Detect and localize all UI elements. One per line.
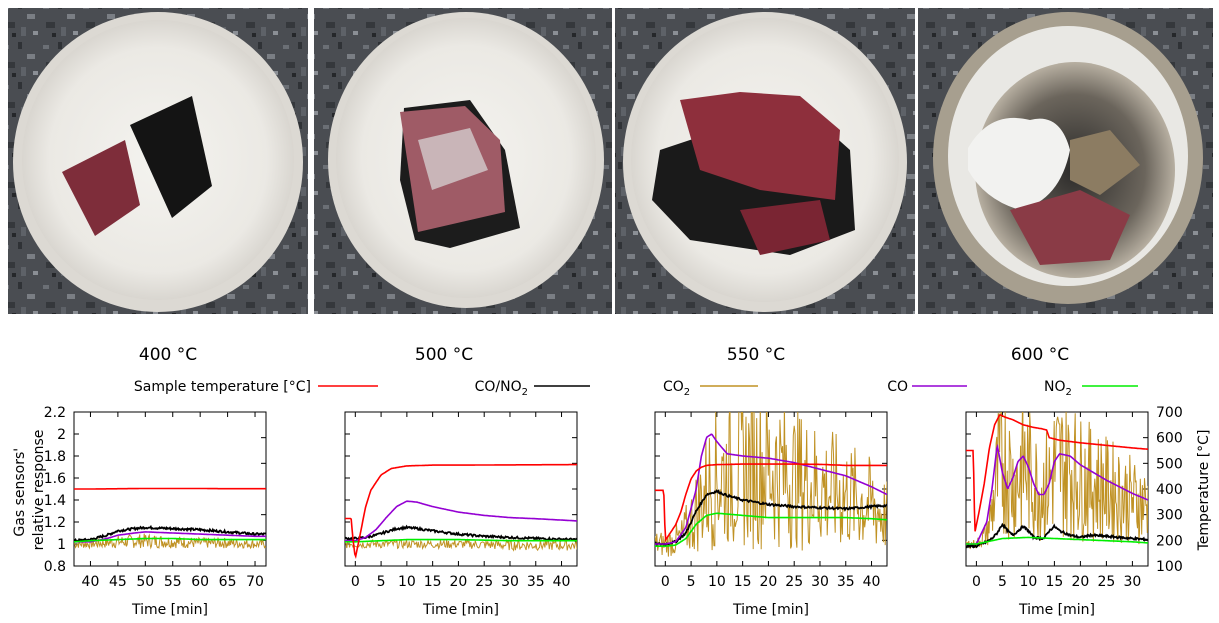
y-tick-label: 0.8 <box>44 559 66 575</box>
x-axis-label: Time [min] <box>732 602 809 618</box>
y-tick-label: 1.6 <box>44 471 66 487</box>
x-tick-label: 40 <box>863 574 881 590</box>
series-co-no2 <box>966 522 1148 549</box>
series-co-no2 <box>74 524 266 543</box>
legend: Sample temperature [°C] CO/NO2 CO2 CO NO… <box>134 379 1138 398</box>
series-group <box>966 412 1148 550</box>
series-no2 <box>655 512 887 547</box>
x-tick-label: 65 <box>219 574 237 590</box>
crucible-photos <box>8 8 1213 314</box>
x-tick-label: 0 <box>661 574 670 590</box>
plot-frame <box>344 411 578 567</box>
x-tick-label: 0 <box>351 574 360 590</box>
series-sample-temperature-c <box>966 413 1148 532</box>
photo-400 <box>8 8 308 314</box>
legend-label-co-no2: CO/NO2 <box>475 379 528 398</box>
y2-tick-label: 100 <box>1156 559 1183 575</box>
photo-500 <box>314 8 612 314</box>
photo-600 <box>918 8 1213 314</box>
chart-panel-0: 40 45 50 55 60 65 70 Time [min] 0.8 1 1.2 1.4 1.6 1.8… <box>44 405 267 618</box>
x-tick-label: 15 <box>1045 574 1063 590</box>
legend-label-temperature: Sample temperature [°C] <box>134 379 311 395</box>
series-sample-temperature-c <box>345 463 577 560</box>
x-axis-label: Time [min] <box>131 602 208 618</box>
series-co2 <box>966 412 1148 550</box>
series-co <box>345 500 577 542</box>
series-no2 <box>74 537 266 543</box>
x-tick-label: 20 <box>760 574 778 590</box>
x-tick-label: 15 <box>734 574 752 590</box>
series-co <box>74 531 266 543</box>
chart-panel-1: 0 5 10 15 20 25 30 35 40 Time [min] <box>344 411 578 618</box>
y-axis-label: Gas sensors' relative response <box>12 430 47 551</box>
x-tick-label: 5 <box>687 574 696 590</box>
x-tick-label: 25 <box>1097 574 1115 590</box>
x-tick-label: 35 <box>837 574 855 590</box>
series-group <box>345 463 577 560</box>
panel-title-500: 500 °C <box>415 345 473 365</box>
series-co-no2 <box>345 524 577 543</box>
x-tick-label: 30 <box>501 574 519 590</box>
photo-550 <box>615 8 915 314</box>
y-tick-label: 2.2 <box>44 405 66 421</box>
series-co2 <box>345 537 577 552</box>
y-tick-label: 1.8 <box>44 449 66 465</box>
y2-tick-label: 200 <box>1156 533 1183 549</box>
x-tick-label: 5 <box>998 574 1007 590</box>
chart-panel-3: 0 5 10 15 20 25 30 Time [min] 100 200 300 400 500 600… <box>965 405 1183 618</box>
x-tick-label: 30 <box>811 574 829 590</box>
panel-title-600: 600 °C <box>1011 345 1069 365</box>
series-co2 <box>655 412 887 557</box>
series-co <box>655 433 887 545</box>
y2-tick-label: 600 <box>1156 431 1183 447</box>
x-tick-label: 10 <box>398 574 416 590</box>
chart-panel-2: 0 5 10 15 20 25 30 35 40 Time [min] <box>654 411 888 618</box>
series-no2 <box>345 538 577 543</box>
y2-tick-label: 500 <box>1156 456 1183 472</box>
series-sample-temperature-c <box>74 487 266 490</box>
x-tick-label: 20 <box>450 574 468 590</box>
x-tick-label: 45 <box>109 574 127 590</box>
x-axis-label: Time [min] <box>1018 602 1095 618</box>
y-tick-label: 1.4 <box>44 493 66 509</box>
panel-title-550: 550 °C <box>727 345 785 365</box>
x-tick-label: 35 <box>527 574 545 590</box>
y2-tick-label: 300 <box>1156 508 1183 524</box>
y-tick-label: 1 <box>57 537 66 553</box>
x-tick-label: 15 <box>424 574 442 590</box>
plot-frame <box>965 411 1149 567</box>
legend-label-no2: NO2 <box>1044 379 1072 398</box>
series-group <box>655 412 887 557</box>
x-tick-label: 40 <box>553 574 571 590</box>
x-tick-label: 5 <box>377 574 386 590</box>
y2-tick-label: 700 <box>1156 405 1183 421</box>
series-co-no2 <box>655 489 887 547</box>
panel-title-400: 400 °C <box>139 345 197 365</box>
y-tick-label: 1.2 <box>44 515 66 531</box>
x-tick-label: 20 <box>1071 574 1089 590</box>
series-co <box>966 443 1148 545</box>
series-sample-temperature-c <box>655 463 887 543</box>
x-axis-label: Time [min] <box>422 602 499 618</box>
series-no2 <box>966 536 1148 545</box>
x-tick-label: 55 <box>164 574 182 590</box>
x-tick-label: 50 <box>136 574 154 590</box>
sensor-chart-figure: 400 °C 500 °C 550 °C 600 °C Sample tempe… <box>12 345 1212 618</box>
x-tick-label: 70 <box>246 574 264 590</box>
legend-label-co: CO <box>887 379 908 395</box>
x-tick-label: 40 <box>82 574 100 590</box>
x-tick-label: 0 <box>972 574 981 590</box>
series-group <box>74 487 266 550</box>
x-tick-label: 60 <box>191 574 209 590</box>
y-tick-label: 2 <box>57 427 66 443</box>
y2-tick-label: 400 <box>1156 482 1183 498</box>
x-tick-label: 10 <box>708 574 726 590</box>
x-tick-label: 10 <box>1019 574 1037 590</box>
legend-label-co2: CO2 <box>663 379 690 398</box>
x-tick-label: 25 <box>475 574 493 590</box>
x-tick-label: 25 <box>785 574 803 590</box>
x-tick-label: 30 <box>1123 574 1141 590</box>
y2-axis-label: Temperature [°C] <box>1196 430 1212 552</box>
